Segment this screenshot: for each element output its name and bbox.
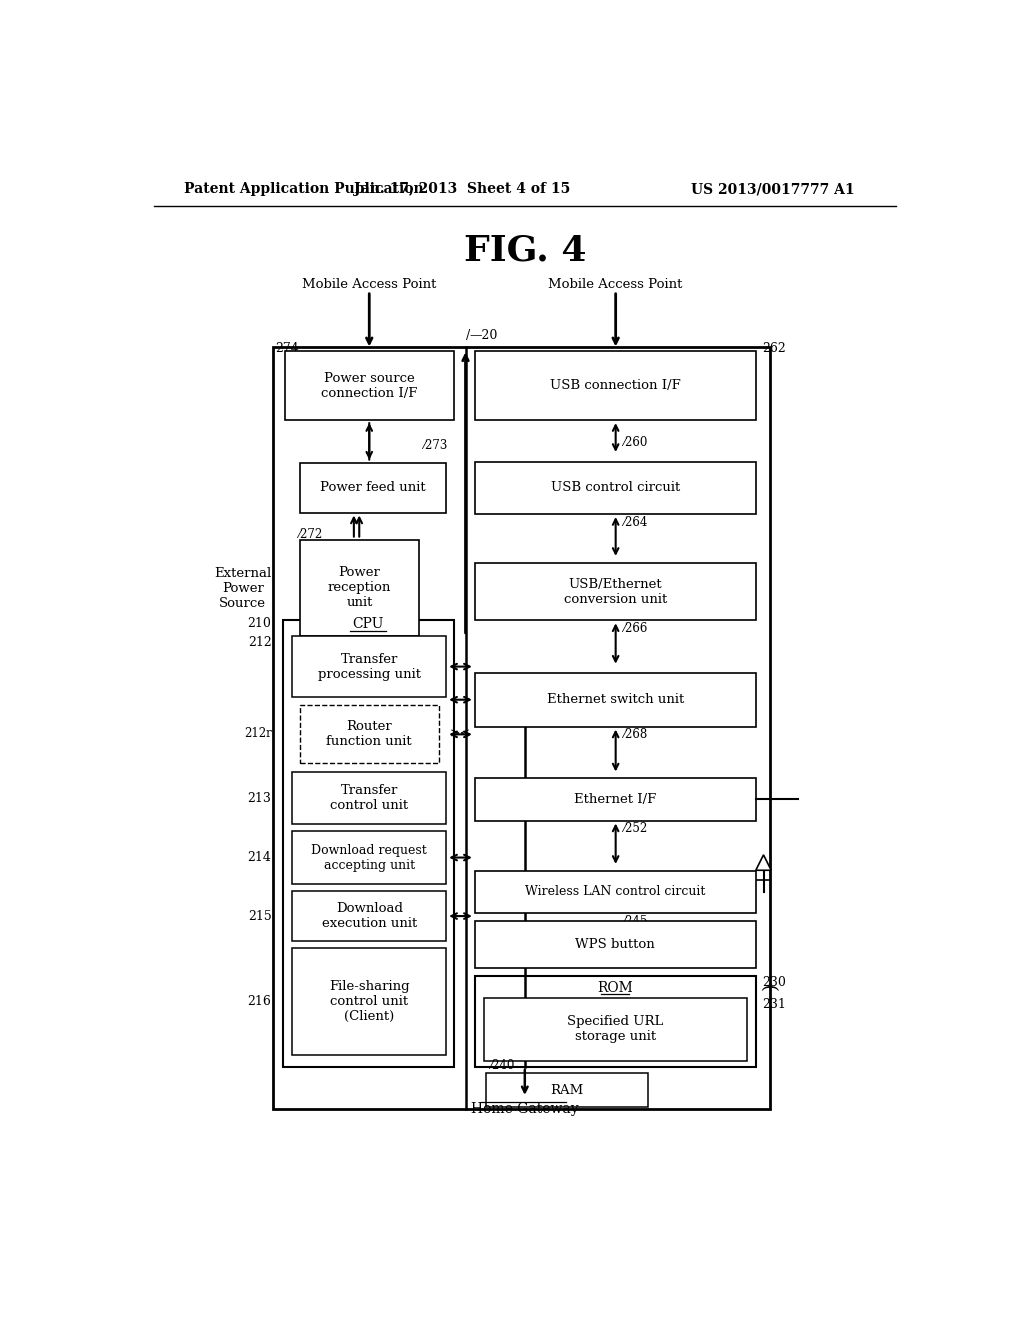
Text: ⁄272: ⁄272	[298, 528, 323, 541]
Text: Jan. 17, 2013  Sheet 4 of 15: Jan. 17, 2013 Sheet 4 of 15	[353, 182, 569, 197]
Text: /: /	[466, 330, 470, 342]
Text: 214: 214	[248, 851, 271, 865]
Text: 216: 216	[248, 995, 271, 1008]
Text: Power feed unit: Power feed unit	[321, 480, 426, 494]
Bar	[283, 620, 454, 1067]
Text: ⁄260: ⁄260	[624, 436, 648, 449]
Bar	[475, 673, 756, 726]
Bar	[475, 562, 756, 620]
Text: ⁄273: ⁄273	[423, 440, 447, 453]
Text: Home Gateway: Home Gateway	[471, 1102, 579, 1115]
Text: Specified URL
storage unit: Specified URL storage unit	[567, 1015, 664, 1043]
Text: 274: 274	[275, 342, 299, 355]
Text: Router
function unit: Router function unit	[327, 719, 412, 748]
Text: 215: 215	[248, 909, 271, 923]
Text: RAM: RAM	[551, 1084, 584, 1097]
Bar	[292, 636, 446, 697]
Text: Patent Application Publication: Patent Application Publication	[184, 182, 424, 197]
Text: ): )	[762, 982, 780, 990]
Bar	[475, 462, 756, 515]
Text: 212: 212	[248, 636, 271, 649]
Text: ROM: ROM	[597, 982, 633, 995]
Bar	[486, 1073, 648, 1107]
Text: Download
execution unit: Download execution unit	[322, 902, 417, 931]
Text: ⁄252: ⁄252	[624, 822, 647, 836]
Bar	[484, 998, 746, 1061]
Text: ⁄245: ⁄245	[624, 915, 648, 928]
Text: US 2013/0017777 A1: US 2013/0017777 A1	[691, 182, 854, 197]
Text: 210: 210	[248, 616, 271, 630]
Text: 231: 231	[762, 998, 785, 1011]
Bar	[292, 772, 446, 825]
Text: ⁄266: ⁄266	[624, 622, 648, 635]
Bar	[300, 705, 438, 763]
Bar	[475, 977, 756, 1067]
Text: —20: —20	[469, 329, 498, 342]
Text: ⁄264: ⁄264	[624, 516, 648, 529]
Text: Wireless LAN control circuit: Wireless LAN control circuit	[525, 886, 706, 899]
Polygon shape	[756, 855, 771, 870]
Text: FIG. 4: FIG. 4	[464, 234, 586, 268]
Text: Transfer
control unit: Transfer control unit	[330, 784, 409, 812]
Text: ⁄268: ⁄268	[624, 729, 647, 742]
Text: 262: 262	[762, 342, 785, 355]
Bar	[475, 871, 756, 913]
Bar	[273, 347, 770, 1109]
Text: 230: 230	[762, 977, 785, 989]
Bar	[292, 891, 446, 941]
Text: 213: 213	[248, 792, 271, 805]
Text: Mobile Access Point: Mobile Access Point	[549, 277, 683, 290]
Text: 212r: 212r	[244, 727, 271, 741]
Text: Mobile Access Point: Mobile Access Point	[302, 277, 436, 290]
Bar	[292, 832, 446, 884]
Text: Transfer
processing unit: Transfer processing unit	[317, 652, 421, 681]
Bar	[285, 351, 454, 420]
Bar	[475, 779, 756, 821]
Bar	[475, 921, 756, 969]
Text: Download request
accepting unit: Download request accepting unit	[311, 843, 427, 871]
Bar	[475, 351, 756, 420]
Text: USB/Ethernet
conversion unit: USB/Ethernet conversion unit	[563, 578, 667, 606]
Text: Power source
connection I/F: Power source connection I/F	[322, 371, 418, 400]
Text: ⁄240: ⁄240	[490, 1059, 514, 1072]
Text: File-sharing
control unit
(Client): File-sharing control unit (Client)	[329, 979, 410, 1023]
Text: External
Power
Source: External Power Source	[214, 566, 271, 610]
Text: Ethernet I/F: Ethernet I/F	[574, 793, 656, 807]
Bar	[300, 462, 446, 512]
Text: ><: ><	[450, 727, 471, 741]
Text: USB connection I/F: USB connection I/F	[550, 379, 681, 392]
Bar	[300, 540, 419, 636]
Text: Ethernet switch unit: Ethernet switch unit	[547, 693, 684, 706]
Text: WPS button: WPS button	[575, 939, 655, 952]
Text: Power
reception
unit: Power reception unit	[328, 566, 391, 609]
Bar	[292, 948, 446, 1056]
Text: CPU: CPU	[352, 618, 383, 631]
Text: USB control circuit: USB control circuit	[551, 482, 680, 495]
